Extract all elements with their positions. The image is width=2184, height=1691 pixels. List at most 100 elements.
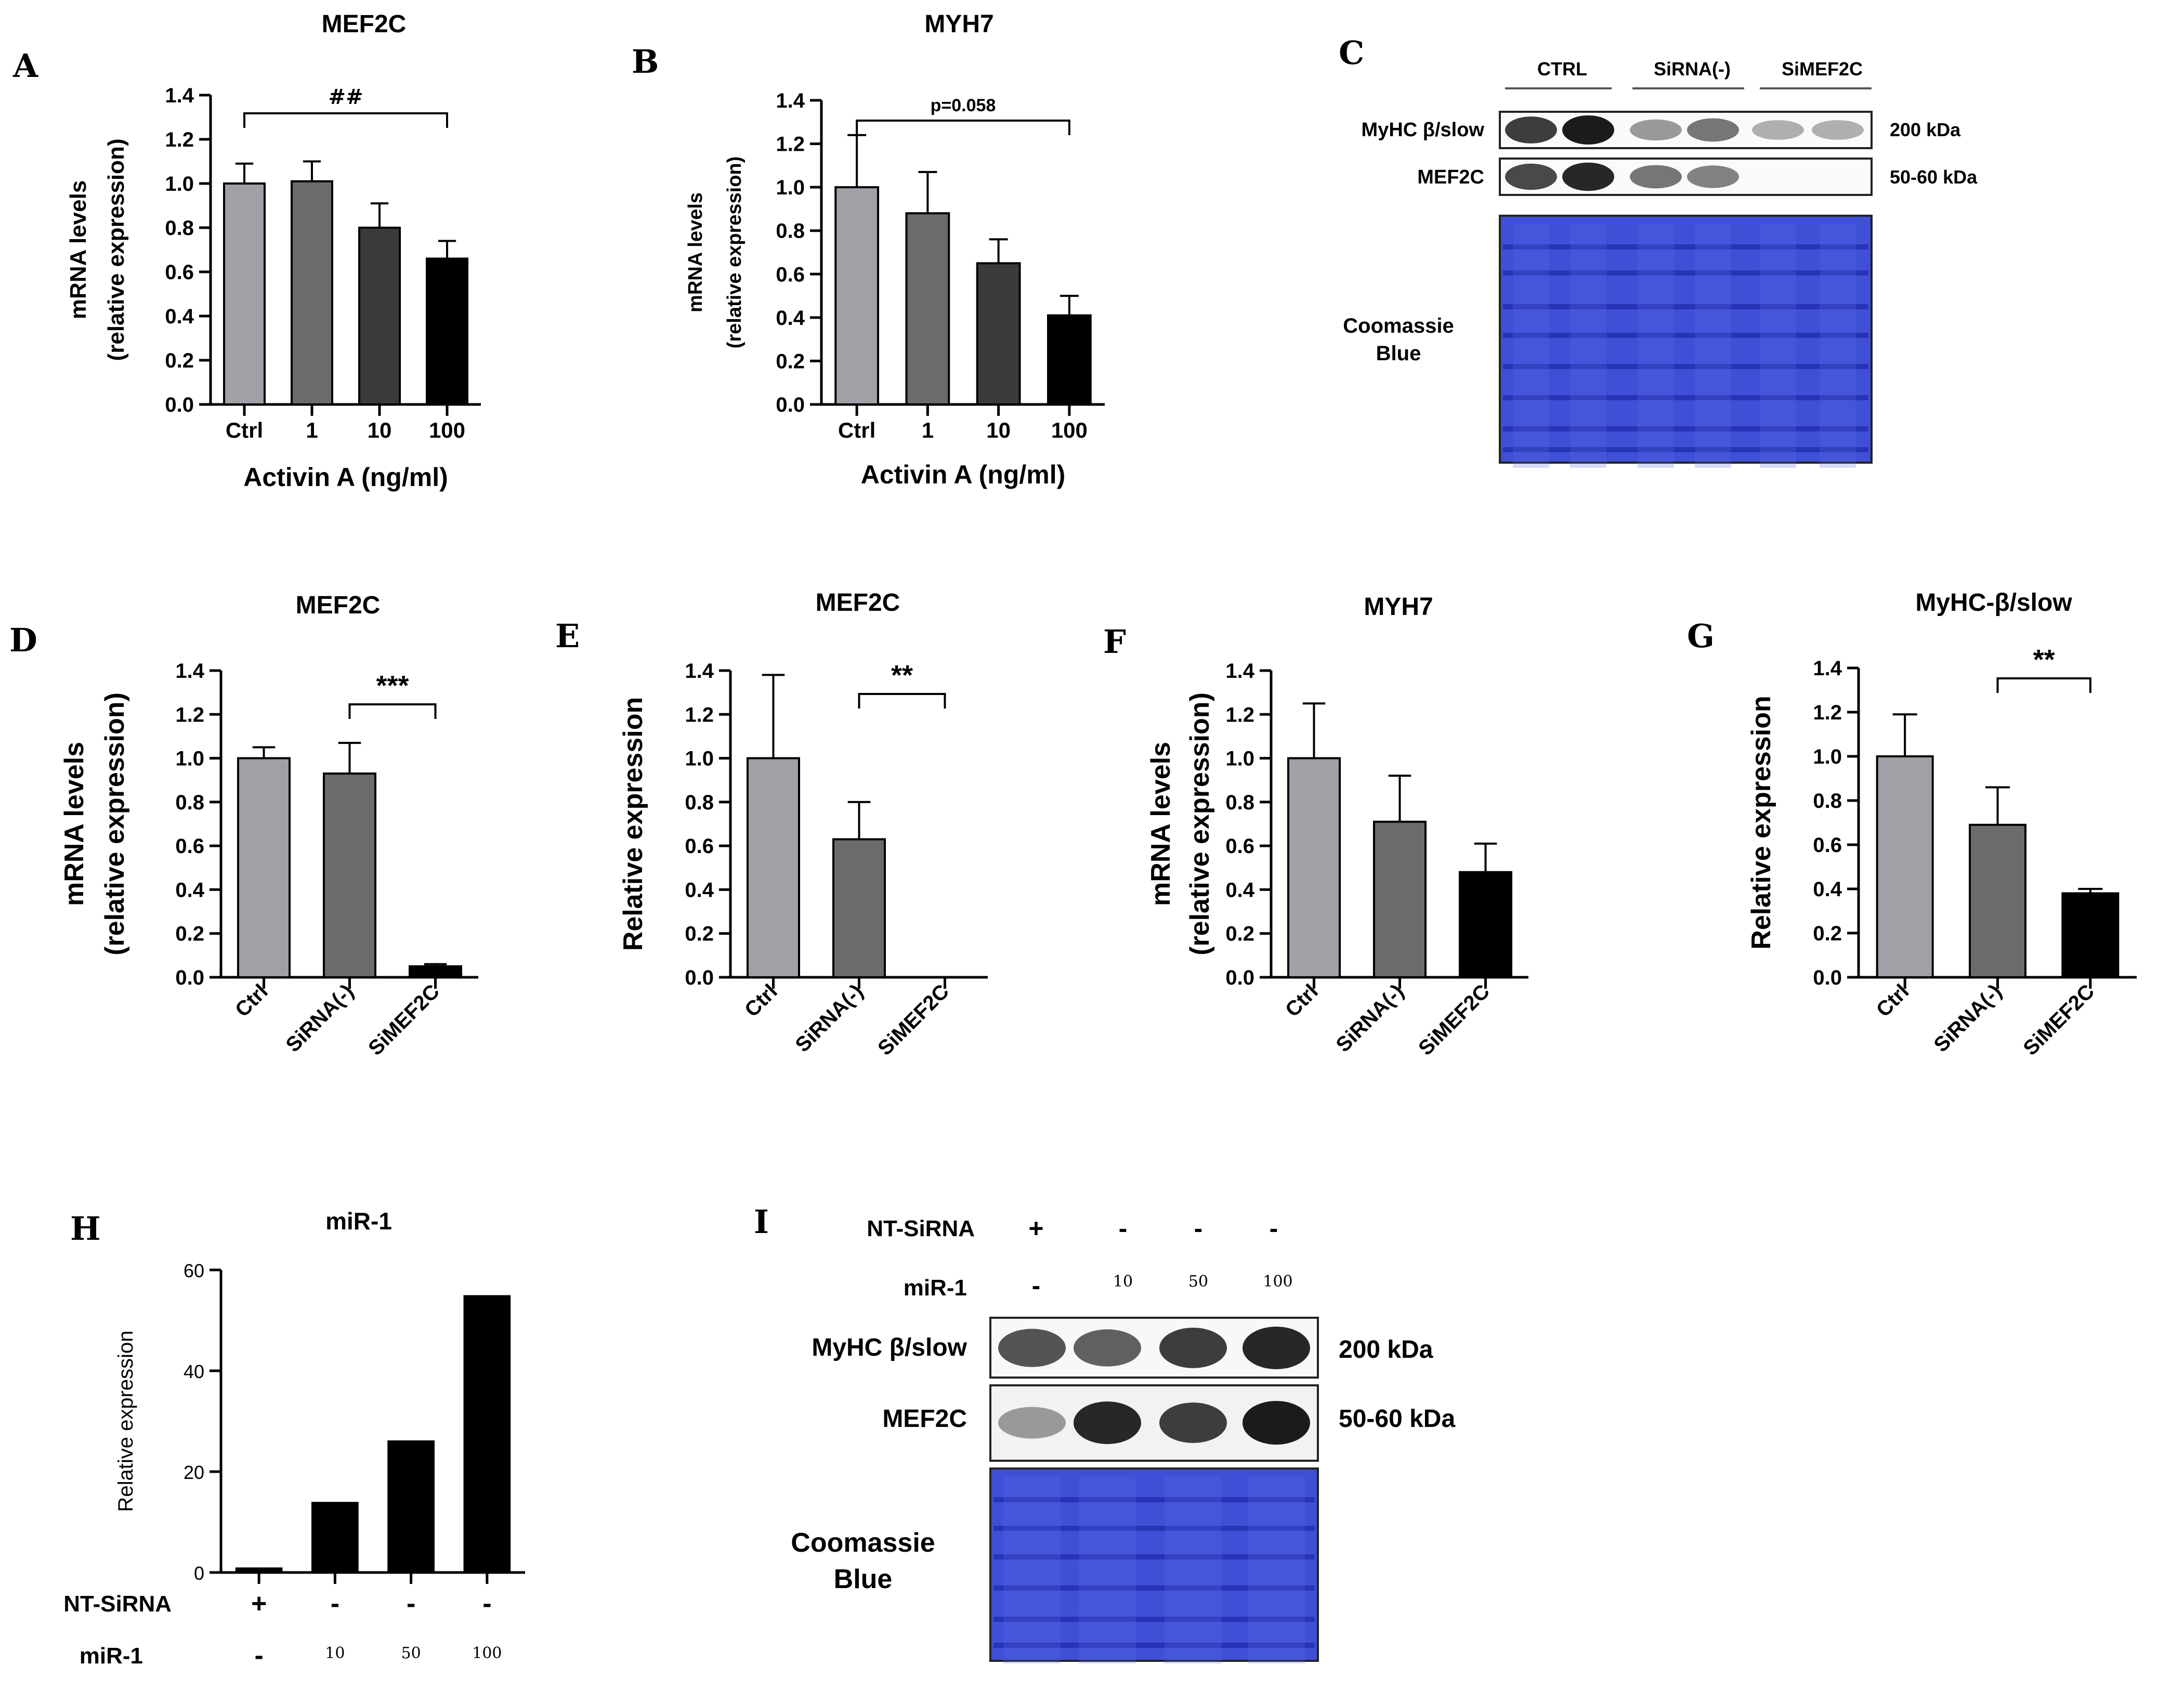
- chart-f-ylabel: mRNA levels: [1146, 742, 1176, 906]
- chart-a-ytick-label: 1.0: [165, 173, 194, 195]
- chart-d-ytick-label: 0.0: [175, 966, 204, 989]
- chart-f-ytick-label: 0.0: [1225, 966, 1254, 989]
- chart-e-ytick-label: 0.8: [685, 791, 714, 814]
- blot-i-header-label-mir1: miR-1: [904, 1275, 967, 1301]
- blot-i-bands-band: [1159, 1328, 1227, 1368]
- blot-c-membrane-myhc: [1499, 111, 1873, 149]
- chart-e-category-label: SiRNA(-): [791, 980, 867, 1056]
- blot-c-gel-lines-protein-band: [1503, 364, 1868, 369]
- chart-d-mef2c-mrna-sirna: MEF2C 0.0 0.2 0.4 0.6 0.8 1.0 1.2 1.4 mRNA levels…: [59, 592, 478, 1060]
- blot-i-bands-band: [1243, 1401, 1310, 1445]
- chart-b-ytick-label: 0.0: [776, 394, 805, 416]
- blot-i-gel-lines-protein-band: [993, 1554, 1315, 1559]
- chart-b-title: MYH7: [924, 10, 993, 38]
- chart-b-category-label: 100: [1051, 418, 1088, 442]
- blot-c-gel-lines-lane: [1638, 224, 1674, 468]
- blot-i-header-cell-1-3: 100: [1263, 1273, 1292, 1291]
- blot-i-gel-lines-protein-band: [993, 1526, 1315, 1531]
- chart-h-table-cell: -: [331, 1589, 339, 1619]
- chart-e-bar: [747, 757, 800, 978]
- chart-g-ytick-label: 0.8: [1813, 790, 1842, 812]
- chart-e-ytick-label: 0.6: [685, 835, 714, 858]
- chart-g-ytick-label: 0.6: [1813, 834, 1842, 857]
- blot-c-stain-label-2: Blue: [1376, 342, 1421, 365]
- chart-g-bar: [1876, 755, 1934, 978]
- blot-c-bands-band: [1505, 163, 1557, 190]
- blot-c-bands-band: [1687, 118, 1739, 142]
- chart-h-table-row-label: NT-SiRNA: [63, 1591, 172, 1617]
- blot-c-stain-label-1: Coomassie: [1343, 314, 1454, 337]
- blot-i-header-cell-0-2: -: [1194, 1214, 1203, 1243]
- chart-a-ytick-label: 0.2: [165, 349, 194, 372]
- chart-b-significance-bracket: [856, 120, 1070, 135]
- chart-g-category-label: SiMEF2C: [2019, 980, 2099, 1060]
- chart-h-ytick-label: 60: [184, 1260, 204, 1281]
- chart-f-title: MYH7: [1364, 593, 1433, 621]
- chart-a-title: MEF2C: [322, 10, 407, 38]
- blot-c-gel-lines-protein-band: [1503, 270, 1868, 276]
- chart-b-category-label: 10: [986, 418, 1011, 442]
- chart-d-bar: [409, 965, 462, 979]
- chart-b-significance-label: p=0.058: [931, 96, 996, 115]
- blot-i-bands-band: [1074, 1329, 1141, 1367]
- chart-b-ytick-label: 0.2: [776, 350, 805, 373]
- chart-h-mir1-expression: miR-1 0 20 40 60 Relative expression NT-SiRNA +…: [63, 1208, 525, 1671]
- blot-c-group-label-ctrl: CTRL: [1537, 58, 1587, 80]
- chart-b-ylabel: (relative expression): [724, 156, 746, 349]
- chart-d-ytick-label: 0.4: [175, 879, 204, 901]
- chart-d-bar: [237, 757, 291, 978]
- blot-c-gel-lines-protein-band: [1503, 447, 1868, 452]
- chart-b-ytick-label: 0.8: [776, 220, 805, 243]
- chart-f-bar: [1287, 757, 1341, 978]
- chart-h-bar: [235, 1567, 283, 1572]
- blot-c-bands-band: [1752, 120, 1804, 140]
- chart-e-ytick-label: 1.4: [685, 660, 714, 683]
- chart-d-ytick-label: 1.4: [175, 660, 204, 683]
- chart-a-ylabel: (relative expression): [103, 139, 129, 361]
- chart-b-bar: [905, 212, 950, 405]
- blot-i-gel-lines-protein-band: [993, 1617, 1315, 1622]
- chart-h-table-cell: -: [254, 1641, 263, 1671]
- blot-c-gel-lines-lane: [1820, 224, 1856, 468]
- chart-a-category-label: 10: [368, 418, 392, 442]
- chart-g-ytick-label: 1.0: [1813, 745, 1842, 768]
- chart-a-mef2c-activin: MEF2C 0.0 0.2 0.4 0.6 0.8 1.0 1.2 1.4 mRNA levels…: [66, 10, 481, 492]
- chart-d-title: MEF2C: [296, 592, 381, 619]
- chart-f-ytick-label: 1.4: [1225, 660, 1254, 683]
- blot-c-gel-lines: [1503, 224, 1868, 468]
- blot-c-size-50-60: 50-60 kDa: [1890, 166, 1978, 188]
- blot-c-coomassie-gel: [1499, 215, 1873, 464]
- panel-letter-b: B: [632, 43, 659, 81]
- chart-b-myh7-activin: MYH7 0.0 0.2 0.4 0.6 0.8 1.0 1.2 1.4 mRNA levels (…: [685, 10, 1105, 489]
- chart-f-ytick-label: 0.8: [1225, 791, 1254, 814]
- chart-a-bar: [426, 257, 468, 405]
- chart-a-category-label: Ctrl: [226, 418, 263, 442]
- chart-a-ytick-label: 0.8: [165, 217, 194, 240]
- chart-g-significance-bracket: [1996, 677, 2091, 693]
- blot-c-gel-lines-protein-band: [1503, 304, 1868, 309]
- chart-f-ytick-label: 1.2: [1225, 703, 1254, 726]
- blot-c-size-200: 200 kDa: [1890, 119, 1961, 140]
- blot-c-gel-lines-protein-band: [1503, 395, 1868, 400]
- chart-d-ytick-label: 0.2: [175, 923, 204, 946]
- blot-c-bands-band: [1562, 162, 1614, 191]
- blot-i-gel-lines-protein-band: [993, 1643, 1315, 1648]
- blot-i-gel-lines-protein-band: [993, 1585, 1315, 1591]
- blot-i-gel-lines-lane: [1165, 1476, 1222, 1663]
- panel-letter-c: C: [1339, 34, 1364, 72]
- chart-d-ylabel: mRNA levels: [59, 742, 89, 906]
- chart-a-ytick-label: 1.2: [165, 128, 194, 151]
- blot-i-bands: [998, 1327, 1310, 1445]
- chart-f-ylabel: (relative expression): [1185, 692, 1215, 955]
- chart-f-category-label: SiRNA(-): [1331, 980, 1408, 1056]
- blot-i-header-label-ntsirna: NT-SiRNA: [867, 1216, 975, 1241]
- chart-d-category-label: Ctrl: [231, 980, 272, 1021]
- blot-c-bands-band: [1562, 115, 1614, 145]
- chart-e-ytick-label: 0.4: [685, 879, 714, 901]
- chart-h-table-cell: -: [482, 1589, 491, 1619]
- chart-a-significance-bracket: [243, 112, 448, 128]
- blot-i-header-cell-0-0: +: [1028, 1214, 1043, 1243]
- chart-h-bar: [311, 1502, 359, 1572]
- chart-e-significance-bracket: [858, 693, 946, 709]
